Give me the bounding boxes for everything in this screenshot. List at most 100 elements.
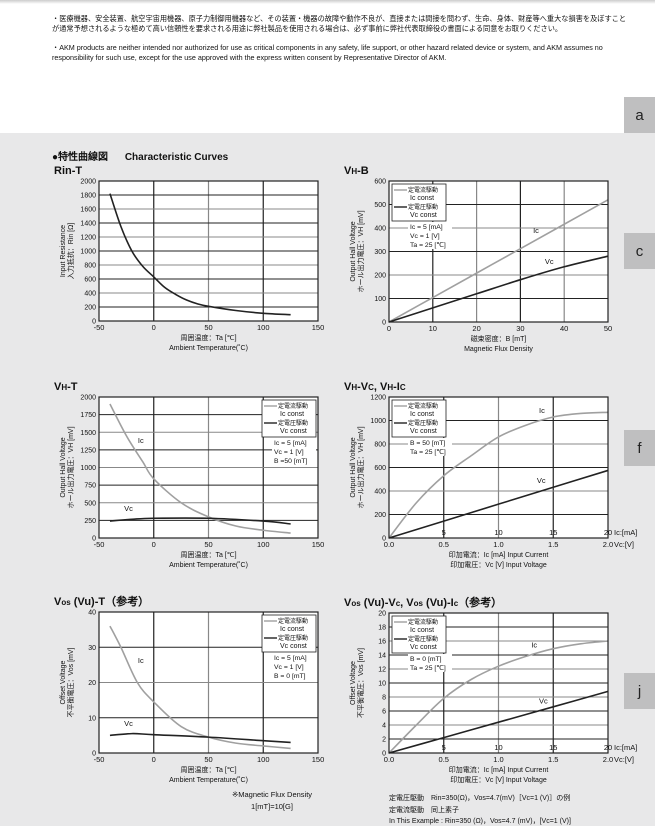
x-axis-label-sub: Ambient Temperature(˚C) [169, 344, 248, 352]
y-tick-label: 800 [84, 263, 96, 270]
side-tab-a[interactable]: a [624, 97, 655, 133]
x-tick-label: 0 [152, 755, 156, 764]
param-bg [408, 663, 452, 672]
chart-title: VH-T [54, 381, 78, 393]
y-tick-label: 400 [374, 226, 386, 233]
example-footnote-line: 定電流駆動 同上素子 [389, 806, 459, 814]
plot-frame [388, 396, 609, 539]
param-bg [272, 653, 316, 662]
x-tick-label: 20 [472, 324, 480, 333]
y-tick-label: 400 [374, 489, 386, 496]
y-tick-label: 40 [88, 610, 96, 617]
chart-title-part: -V [357, 381, 369, 393]
y-tick-label: 1800 [80, 193, 96, 200]
y-tick-label: 2000 [80, 395, 96, 402]
legend-label-en: Vc const [280, 643, 307, 650]
x-tick-label: 0.5 [439, 755, 449, 764]
curve-label-vc: Vc [124, 719, 133, 728]
chart-title-part: , V [400, 597, 414, 609]
x-tick-label: 0.0 [384, 540, 394, 549]
y-tick-label: 12 [378, 667, 386, 674]
curve-label-vc: Vc [539, 696, 548, 705]
chart-title-part: -T [67, 381, 78, 393]
chart-title-part: c [396, 599, 401, 608]
side-tab-j[interactable]: j [624, 673, 655, 709]
side-tab-f[interactable]: f [624, 430, 655, 466]
x-tick-label: 30 [516, 324, 524, 333]
y-tick-label: 6 [382, 709, 386, 716]
x-axis-label: 印加電流：Ic [mA] Input Current [449, 550, 549, 559]
plot-frame [388, 612, 609, 754]
chart-title: Vos (Vu)-T（参考） [54, 594, 149, 608]
y-tick-label: 200 [84, 305, 96, 312]
x-tick-label-secondary: 10 [494, 743, 502, 752]
chart-title: Rin-T [54, 165, 82, 177]
chart-2: VH-T-50 0 50 100 150025050075010001250150017… [54, 381, 324, 569]
x-axis-label: 印加電流：Ic [mA] Input Current [449, 765, 549, 774]
x-tick-label-secondary: 15 [549, 528, 557, 537]
chart-title-part: C [368, 383, 374, 392]
chart-3: VH-VC, VH-IC0.0 0.551.0101.5152.020020040… [344, 381, 637, 569]
x-tick-label: 150 [312, 323, 325, 332]
y-tick-label: 4 [382, 723, 386, 730]
chart-title: Vos (Vu)-Vc, Vos (Vu)-Ic（参考） [344, 595, 502, 609]
y-tick-label: 2000 [80, 179, 96, 186]
legend-label-jp: 定電流駆動 [408, 618, 438, 626]
y-axis-label-jp: 不平衡電圧：Vos [mV] [66, 647, 75, 717]
chart-title-part: -I [393, 381, 400, 393]
x-tick-label: 1.0 [493, 755, 503, 764]
curve-label-ic: Ic [533, 226, 539, 235]
chart-title-part: H [387, 383, 393, 392]
y-tick-label: 500 [374, 202, 386, 209]
legend-label-jp: 定電流駆動 [408, 186, 438, 194]
condition-text: B = 0 [mT] [410, 656, 442, 663]
y-axis-label: Output Hall Voltage [350, 221, 357, 281]
param-bg [272, 438, 316, 447]
param-bg [272, 671, 316, 680]
y-tick-label: 10 [378, 681, 386, 688]
condition-text: Ta = 25 [℃] [410, 242, 446, 249]
example-footnote-line: In This Example : Rin=350 (Ω)，Vos=4.7 (m… [389, 818, 571, 825]
y-tick-label: 600 [84, 277, 96, 284]
legend-label-en: Ic const [410, 195, 434, 202]
series-line-rin [109, 193, 291, 316]
example-footnote: 定電圧駆動 Rin=350(Ω)，Vos=4.7(mV)［Vc=1 (V)］の例… [389, 793, 571, 828]
legend-label-en: Ic const [410, 627, 434, 634]
y-axis-label-jp: ホール出力電圧：VH [mV] [356, 426, 365, 508]
y-tick-label: 18 [378, 625, 386, 632]
series-line-ic [388, 411, 609, 539]
condition-text: Ta = 25 [℃] [410, 449, 446, 456]
chart-title-part: V [344, 381, 352, 393]
chart-title-part: （参考） [458, 595, 502, 609]
param-bg [272, 447, 316, 456]
series-line-vc [388, 255, 609, 323]
y-tick-label: 30 [88, 645, 96, 652]
curve-label-vc: Vc [124, 504, 133, 513]
x-unit-label: Vc:[V] [614, 755, 634, 764]
legend-label-en: Vc const [410, 428, 437, 435]
x-tick-label: 150 [312, 540, 325, 549]
chart-title-part: V [344, 597, 352, 609]
y-axis-label: Output Hall Voltage [60, 437, 67, 497]
condition-text: Ta = 25 [℃] [410, 665, 446, 672]
x-axis-label-sub: 印加電圧：Vc [V] Input Voltage [450, 775, 547, 784]
x-tick-label: -50 [94, 323, 105, 332]
y-tick-label: 1250 [80, 447, 96, 454]
y-tick-label: 1000 [80, 249, 96, 256]
x-axis-label-sub: Magnetic Flux Density [464, 346, 533, 353]
chart-title-part: (Vu)-V [361, 597, 397, 609]
chart-1: VH-B0 10 20 30 40 500100200300400500600IcVc定電… [344, 165, 612, 353]
y-tick-label: 1200 [370, 395, 386, 402]
side-tab-c[interactable]: c [624, 233, 655, 269]
x-tick-label: -50 [94, 540, 105, 549]
x-tick-label: -50 [94, 755, 105, 764]
x-tick-label-secondary: 5 [442, 743, 446, 752]
x-tick-label: 100 [257, 323, 270, 332]
legend-label-jp: 定電圧駆動 [278, 634, 308, 642]
plot-frame [388, 180, 609, 323]
x-tick-label: 150 [312, 755, 325, 764]
legend-label-en: Ic const [280, 411, 304, 418]
y-tick-label: 16 [378, 639, 386, 646]
x-tick-label-secondary: 5 [442, 528, 446, 537]
